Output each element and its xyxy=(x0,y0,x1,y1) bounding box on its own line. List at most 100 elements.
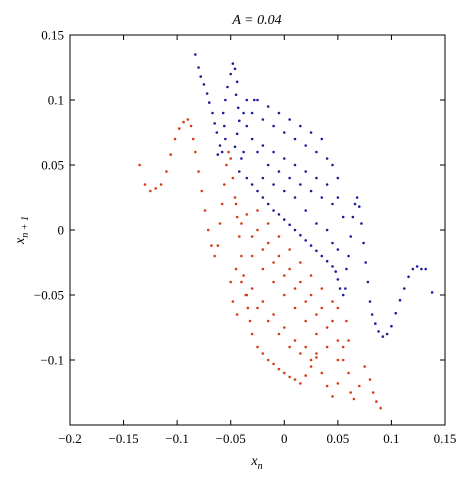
series-1-point xyxy=(334,270,338,273)
x-tick-label: −0.05 xyxy=(216,431,246,446)
series-1-point xyxy=(261,118,265,121)
series-2-point xyxy=(231,300,235,303)
series-2-point xyxy=(299,352,302,355)
series-2-point xyxy=(277,367,281,371)
x-tick-label: −0.1 xyxy=(165,431,189,446)
series-1-point xyxy=(345,267,348,271)
series-1-point xyxy=(237,119,241,123)
series-2-point xyxy=(282,293,286,297)
series-1-point xyxy=(226,85,229,89)
series-1-point xyxy=(222,124,226,128)
series-2-point xyxy=(220,202,224,206)
series-1-point xyxy=(370,313,374,316)
series-2-point xyxy=(315,356,318,359)
series-2-point xyxy=(357,384,361,388)
series-2-point xyxy=(261,267,265,271)
series-1-point xyxy=(256,150,259,154)
series-2-point xyxy=(272,261,275,264)
series-1-point xyxy=(220,150,224,154)
series-1-point xyxy=(377,330,380,333)
x-tick-label: 0 xyxy=(281,431,288,446)
series-2-point xyxy=(266,358,270,362)
series-1-point xyxy=(237,170,241,173)
series-2-point xyxy=(336,306,340,310)
series-1-point xyxy=(229,72,233,76)
series-2-point xyxy=(331,319,334,323)
series-2-point xyxy=(277,235,281,238)
x-axis-label: xn xyxy=(250,454,262,472)
series-2-point xyxy=(282,371,286,375)
series-1-point xyxy=(320,196,324,199)
series-1-point xyxy=(299,124,302,128)
series-1-point xyxy=(207,101,211,104)
series-2-point xyxy=(189,124,193,128)
y-tick-label: 0.05 xyxy=(41,158,64,173)
series-2-point xyxy=(250,254,254,258)
series-2-point xyxy=(173,137,177,141)
series-1-point xyxy=(266,202,270,206)
series-1-point xyxy=(336,196,340,199)
series-2-point xyxy=(293,378,297,381)
series-1-point xyxy=(362,241,365,245)
series-1-point xyxy=(315,150,318,154)
series-2-point xyxy=(288,248,291,251)
series-2-point xyxy=(250,287,254,290)
series-2-point xyxy=(237,235,241,238)
series-2-point xyxy=(169,153,173,156)
x-axis-label-subscript: n xyxy=(258,461,263,472)
series-1-point xyxy=(233,145,237,149)
series-2-point xyxy=(200,189,204,193)
series-2-point xyxy=(225,163,228,167)
series-2-point xyxy=(256,209,259,212)
series-1-point xyxy=(293,163,297,167)
series-1-point xyxy=(325,183,329,186)
y-axis-label-subscript: n + 1 xyxy=(20,216,31,238)
chart-title: A = 0.04 xyxy=(231,13,281,28)
series-1-point xyxy=(250,111,254,115)
series-2-point xyxy=(347,339,350,342)
series-1-point xyxy=(420,267,423,271)
series-2-point xyxy=(336,339,340,342)
series-2-point xyxy=(304,319,308,323)
series-1-point xyxy=(261,176,265,180)
y-axis: −0.1 −0.05 0 0.05 0.1 0.15 xyxy=(34,28,445,368)
x-tick-label: 0.1 xyxy=(383,431,399,446)
series-2-point xyxy=(261,300,265,303)
series-1-point xyxy=(234,93,238,97)
series-2-point xyxy=(165,170,168,173)
series-2-point xyxy=(266,222,270,225)
series-1-point xyxy=(411,267,415,271)
series-2-point xyxy=(250,332,254,336)
series-2-point xyxy=(288,375,291,379)
series-2-point xyxy=(368,378,372,381)
series-1-point xyxy=(282,131,286,134)
series-1-point xyxy=(245,176,249,180)
series-1-point xyxy=(349,235,353,238)
series-1-point xyxy=(272,150,275,154)
series-2-point xyxy=(235,215,239,219)
series-1-point xyxy=(309,131,313,134)
series-1-point xyxy=(236,106,240,110)
y-tick-label: 0.15 xyxy=(41,28,64,43)
x-tick-label: 0.15 xyxy=(434,431,457,446)
series-1-point xyxy=(360,222,363,225)
series-2-point xyxy=(233,196,237,199)
series-2-point xyxy=(266,241,270,245)
series-1-point xyxy=(357,205,361,208)
series-1-point xyxy=(344,287,347,290)
series-1-point xyxy=(240,157,243,160)
series-2-point xyxy=(325,326,329,329)
series-1-point xyxy=(325,259,329,263)
series-1-point xyxy=(252,98,256,102)
series-1-point xyxy=(199,75,203,78)
series-2-point xyxy=(245,213,249,216)
series-2-point xyxy=(240,280,243,284)
series-2-point xyxy=(235,313,239,316)
series-1-point xyxy=(355,196,359,199)
series-2-point xyxy=(197,170,200,173)
series-1-point xyxy=(245,124,249,128)
series-1-point xyxy=(256,98,259,102)
y-tick-label: −0.05 xyxy=(34,288,64,303)
series-2-point xyxy=(231,176,235,180)
